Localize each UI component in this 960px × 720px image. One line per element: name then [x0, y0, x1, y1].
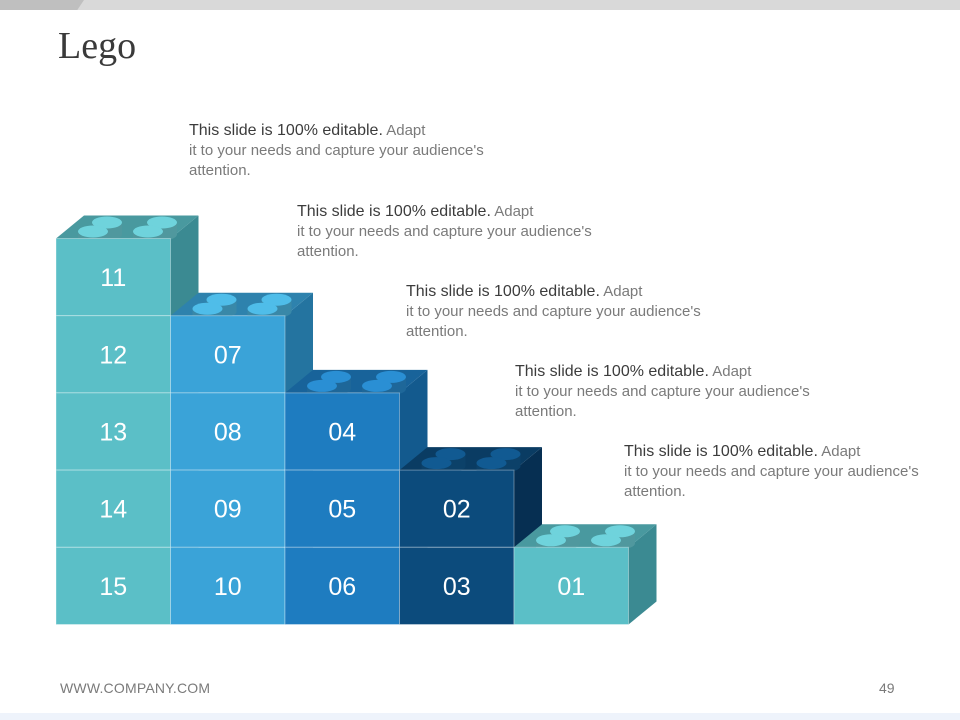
- caption-2-inline: Adapt: [490, 203, 534, 220]
- lego-brick-label: 13: [99, 419, 127, 447]
- caption-1: This slide is 100% editable. Adapt it to…: [189, 121, 489, 181]
- lego-stud-top: [321, 370, 351, 383]
- lego-stud-top: [261, 293, 292, 306]
- caption-2-body: it to your needs and capture your audien…: [297, 223, 592, 260]
- lego-stud-top: [376, 370, 406, 383]
- lego-brick-label: 15: [99, 573, 127, 601]
- lego-brick-face: [399, 469, 515, 548]
- caption-4-lead: This slide is 100% editable.: [515, 363, 709, 380]
- lego-stud-top: [247, 302, 278, 315]
- caption-1-body: it to your needs and capture your audien…: [189, 142, 484, 179]
- bottom-accent-bar: [0, 713, 960, 720]
- caption-3-body: it to your needs and capture your audien…: [406, 303, 701, 340]
- caption-4-body: it to your needs and capture your audien…: [515, 383, 810, 420]
- caption-5-inline: Adapt: [817, 443, 861, 460]
- caption-2-lead: This slide is 100% editable.: [297, 203, 491, 220]
- lego-stud-top: [605, 525, 635, 538]
- lego-brick-label: 05: [328, 496, 356, 524]
- lego-brick-label: 14: [99, 496, 127, 524]
- caption-2: This slide is 100% editable. Adapt it to…: [297, 202, 597, 262]
- slide-title: Lego: [58, 25, 137, 67]
- caption-4: This slide is 100% editable. Adapt it to…: [515, 362, 815, 422]
- lego-stud-top: [192, 302, 223, 315]
- lego-brick-face: [513, 546, 629, 625]
- top-accent-bar: [0, 0, 960, 10]
- lego-brick-label: 09: [214, 496, 242, 524]
- lego-brick-label: 02: [443, 496, 471, 524]
- lego-stud-top: [421, 457, 452, 470]
- lego-stud-top: [490, 448, 521, 461]
- lego-brick-label: 07: [214, 341, 242, 369]
- lego-brick-face: [284, 392, 400, 471]
- lego-brick-face: [170, 546, 286, 625]
- lego-brick-face: [55, 546, 171, 625]
- lego-brick-face: [55, 469, 171, 548]
- caption-5-lead: This slide is 100% editable.: [624, 443, 818, 460]
- lego-brick-face: [170, 469, 286, 548]
- caption-1-lead: This slide is 100% editable.: [189, 122, 383, 139]
- caption-3: This slide is 100% editable. Adapt it to…: [406, 282, 706, 342]
- lego-stud-top: [206, 293, 237, 306]
- lego-brick-label: 10: [214, 573, 242, 601]
- lego-brick-face: [55, 238, 171, 317]
- lego-brick-label: 12: [99, 341, 127, 369]
- caption-1-inline: Adapt: [382, 122, 426, 139]
- lego-stud-top: [435, 448, 466, 461]
- lego-brick-label: 08: [214, 419, 242, 447]
- lego-brick-face: [284, 546, 400, 625]
- lego-brick-label: 04: [328, 419, 356, 447]
- lego-stud-top: [92, 216, 122, 229]
- lego-brick-face: [284, 469, 400, 548]
- lego-stud-top: [591, 534, 621, 547]
- lego-brick-label: 06: [328, 573, 356, 601]
- lego-brick-face: [55, 315, 171, 394]
- top-accent-segment: [0, 0, 84, 10]
- lego-stud-top: [78, 225, 108, 238]
- caption-3-lead: This slide is 100% editable.: [406, 283, 600, 300]
- lego-brick-label: 03: [443, 573, 471, 601]
- lego-stud-top: [536, 534, 566, 547]
- caption-3-inline: Adapt: [599, 283, 643, 300]
- lego-stud-top: [362, 379, 392, 392]
- lego-brick-label: 11: [100, 264, 126, 292]
- lego-stud-top: [550, 525, 580, 538]
- page-number: 49: [879, 680, 895, 696]
- lego-brick-face: [399, 546, 515, 625]
- lego-stud-top: [147, 216, 177, 229]
- caption-4-inline: Adapt: [708, 363, 752, 380]
- lego-stud-top: [476, 457, 507, 470]
- lego-brick-face: [170, 392, 286, 471]
- lego-stud-top: [307, 379, 337, 392]
- footer-url: WWW.COMPANY.COM: [60, 680, 211, 696]
- lego-brick-label: 01: [557, 573, 585, 601]
- lego-brick-side-face: [628, 524, 657, 625]
- lego-stud-top: [133, 225, 163, 238]
- caption-5-body: it to your needs and capture your audien…: [624, 463, 919, 500]
- caption-5: This slide is 100% editable. Adapt it to…: [624, 442, 924, 502]
- lego-brick-face: [55, 392, 171, 471]
- lego-brick-face: [170, 315, 286, 394]
